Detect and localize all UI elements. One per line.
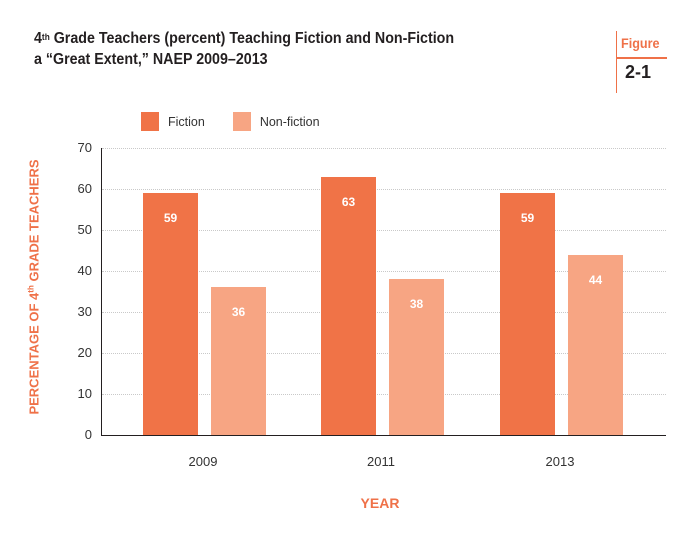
figure-label: Figure: [621, 35, 660, 51]
gridline: [102, 312, 666, 313]
legend-swatch-fiction: [141, 112, 159, 131]
x-tick-label: 2009: [188, 454, 218, 469]
bar-fiction-2009: 59: [143, 193, 198, 435]
y-tick-label: 20: [77, 345, 92, 360]
title-prefix: 4: [34, 30, 42, 47]
bar-non-fiction-2011: 38: [389, 279, 444, 435]
legend-swatch-nonfiction: [232, 112, 251, 131]
y-tick-label: 30: [77, 304, 92, 319]
gridline: [102, 148, 666, 149]
bar-non-fiction-2009: 36: [211, 287, 266, 435]
y-tick-label: 50: [77, 222, 92, 237]
legend-item-fiction: Fiction: [141, 112, 205, 131]
figure-number: 2-1: [625, 62, 652, 82]
y-tick-label: 40: [77, 263, 92, 278]
x-tick-label: 2011: [367, 454, 395, 469]
y-label-sup: th: [26, 285, 36, 293]
bar-fiction-2013: 59: [500, 193, 555, 435]
bar-value-label: 36: [231, 305, 246, 320]
gridline: [102, 230, 666, 231]
bar-value-label: 38: [409, 297, 424, 312]
y-axis-label: PERCENTAGE OF 4th GRADE TEACHERS: [27, 159, 42, 414]
y-label-prefix: PERCENTAGE OF 4: [26, 292, 42, 415]
x-axis-label: YEAR: [360, 495, 400, 511]
bar-value-label: 44: [588, 272, 603, 287]
plot-area: 59 36 63 38 59 44: [101, 148, 666, 436]
title-rest: Grade Teachers (percent) Teaching Fictio…: [49, 30, 455, 47]
title-line-2: a “Great Extent,” NAEP 2009–2013: [34, 51, 268, 68]
figure-divider: [617, 57, 667, 59]
legend: Fiction Non-fiction: [141, 112, 348, 131]
legend-label: Non-fiction: [259, 114, 320, 129]
bar-value-label: 63: [341, 194, 356, 209]
y-tick-label: 60: [77, 181, 92, 196]
gridline: [102, 271, 666, 272]
gridline: [102, 353, 666, 354]
gridline: [102, 394, 666, 395]
y-tick-label: 0: [84, 427, 92, 442]
x-tick-label: 2013: [545, 454, 575, 469]
bar-value-label: 59: [163, 211, 178, 226]
figure-badge: Figure 2-1: [616, 31, 667, 93]
y-tick-label: 10: [77, 386, 92, 401]
legend-item-nonfiction: Non-fiction: [232, 112, 320, 131]
title-sup: th: [41, 32, 50, 42]
bar-non-fiction-2013: 44: [568, 254, 623, 435]
y-tick-label: 70: [77, 140, 92, 155]
legend-label: Fiction: [168, 114, 205, 129]
chart-title: 4th Grade Teachers (percent) Teaching Fi…: [34, 28, 454, 70]
y-label-suffix: GRADE TEACHERS: [26, 159, 42, 286]
bar-value-label: 59: [520, 211, 535, 226]
bar-fiction-2011: 63: [321, 176, 376, 435]
gridline: [102, 189, 666, 190]
